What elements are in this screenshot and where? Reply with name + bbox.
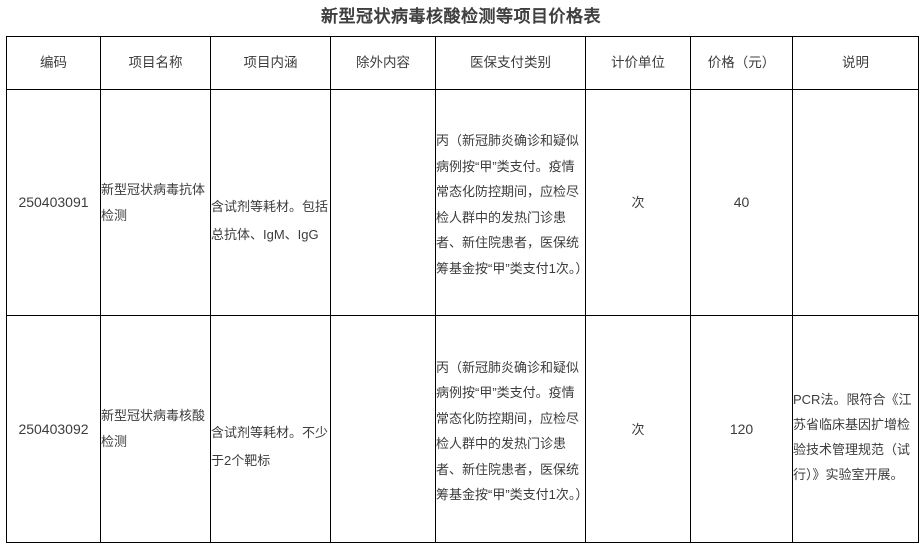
cell-unit: 次 [585, 315, 691, 543]
column-header-name: 项目名称 [100, 36, 211, 90]
column-header-unit: 计价单位 [585, 36, 691, 90]
column-header-payment-category: 医保支付类别 [435, 36, 586, 90]
column-header-note: 说明 [792, 36, 919, 90]
cell-unit: 次 [585, 89, 691, 316]
table-header-row: 编码 项目名称 项目内涵 除外内容 医保支付类别 计价单位 价格（元） 说明 [6, 36, 919, 90]
cell-name: 新型冠状病毒核酸检测 [100, 315, 211, 543]
price-table: 编码 项目名称 项目内涵 除外内容 医保支付类别 计价单位 价格（元） 说明 2… [6, 36, 919, 543]
column-header-code: 编码 [6, 36, 101, 90]
cell-price: 120 [690, 315, 793, 543]
table-row: 250403092 新型冠状病毒核酸检测 含试剂等耗材。不少于2个靶标 丙（新冠… [6, 315, 919, 543]
cell-note-text [793, 195, 918, 211]
cell-name: 新型冠状病毒抗体检测 [100, 89, 211, 316]
cell-code: 250403092 [6, 315, 101, 543]
price-table-container: 编码 项目名称 项目内涵 除外内容 医保支付类别 计价单位 价格（元） 说明 2… [6, 36, 919, 543]
cell-exclude [330, 89, 436, 316]
cell-content: 含试剂等耗材。包括总抗体、IgM、IgG [210, 89, 331, 316]
table-body: 250403091 新型冠状病毒抗体检测 含试剂等耗材。包括总抗体、IgM、Ig… [6, 89, 919, 543]
column-header-exclude: 除外内容 [330, 36, 436, 90]
cell-content-text: 含试剂等耗材。不少于2个靶标 [211, 425, 329, 468]
cell-payment-category-text: 丙（新冠肺炎确诊和疑似病例按“甲”类支付。疫情常态化防控期间，应检尽检人群中的发… [436, 359, 589, 503]
column-header-content: 项目内涵 [210, 36, 331, 90]
page-title: 新型冠状病毒核酸检测等项目价格表 [321, 7, 601, 26]
cell-exclude [330, 315, 436, 543]
cell-note: PCR法。限符合《江苏省临床基因扩增检验技术管理规范（试行）》实验室开展。 [792, 315, 919, 543]
cell-payment-category-text: 丙（新冠肺炎确诊和疑似病例按“甲”类支付。疫情常态化防控期间，应检尽检人群中的发… [436, 133, 589, 276]
table-row: 250403091 新型冠状病毒抗体检测 含试剂等耗材。包括总抗体、IgM、Ig… [6, 89, 919, 316]
column-header-price: 价格（元） [690, 36, 793, 90]
cell-payment-category: 丙（新冠肺炎确诊和疑似病例按“甲”类支付。疫情常态化防控期间，应检尽检人群中的发… [435, 315, 589, 543]
cell-content-text: 含试剂等耗材。包括总抗体、IgM、IgG [211, 198, 329, 242]
cell-note [792, 89, 919, 316]
cell-content: 含试剂等耗材。不少于2个靶标 [210, 315, 331, 543]
cell-code: 250403091 [6, 89, 101, 316]
table-header: 编码 项目名称 项目内涵 除外内容 医保支付类别 计价单位 价格（元） 说明 [6, 36, 919, 90]
cell-price: 40 [690, 89, 793, 316]
cell-note-text: PCR法。限符合《江苏省临床基因扩增检验技术管理规范（试行）》实验室开展。 [793, 392, 912, 482]
cell-payment-category: 丙（新冠肺炎确诊和疑似病例按“甲”类支付。疫情常态化防控期间，应检尽检人群中的发… [435, 89, 589, 316]
